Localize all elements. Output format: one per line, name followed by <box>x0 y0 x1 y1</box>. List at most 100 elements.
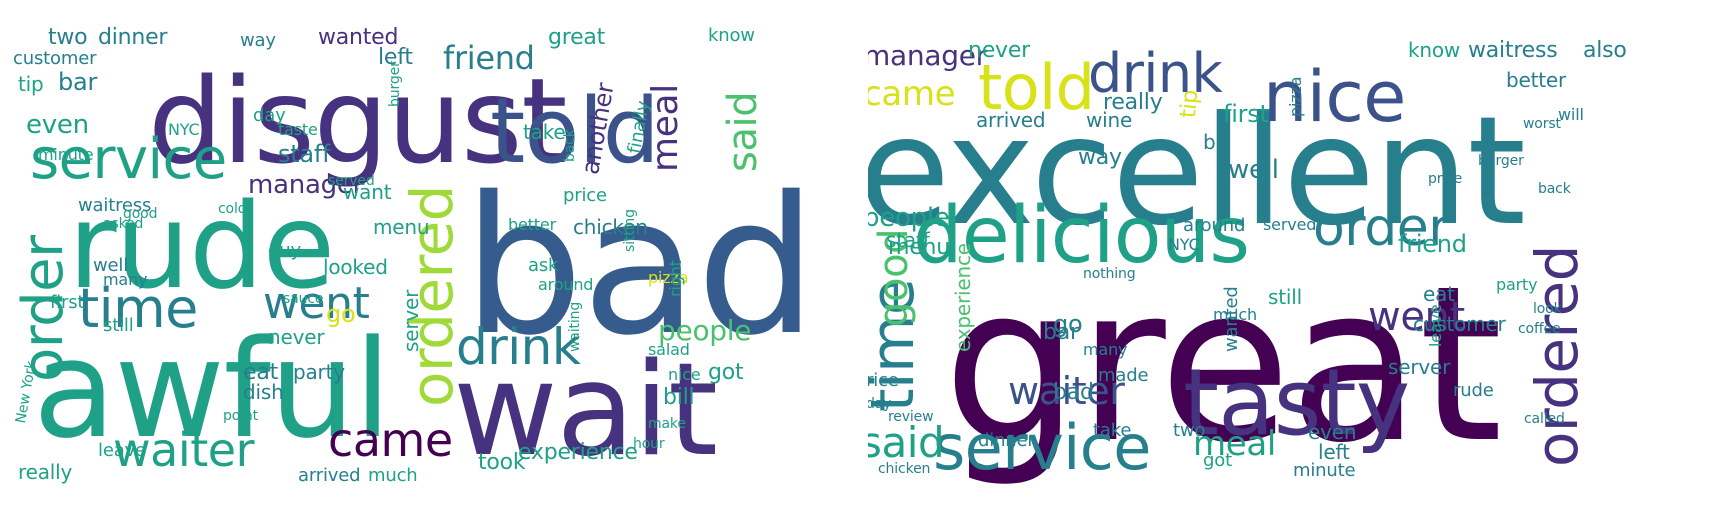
word-customer: customer <box>13 48 97 69</box>
word-made: made <box>1098 365 1149 386</box>
word-party: party <box>293 360 345 384</box>
word-never: never <box>968 38 1030 63</box>
word-great: great <box>943 239 1503 490</box>
word-back: back <box>1538 181 1571 197</box>
word-server: server <box>399 289 423 352</box>
word-price: price <box>1428 171 1463 187</box>
word-awful: awful <box>33 311 391 468</box>
word-waitress: waitress <box>1468 38 1558 63</box>
word-wanted: wanted <box>318 25 399 50</box>
word-drink: drink <box>1088 42 1223 105</box>
word-came: came <box>868 74 956 114</box>
word-minute: minute <box>38 145 94 164</box>
word-time: time <box>78 277 198 340</box>
word-tip: tip <box>1176 88 1204 120</box>
word-arrived: arrived <box>298 465 361 486</box>
word-disgust: disgust <box>148 52 568 190</box>
word-rude: rude <box>68 177 335 315</box>
word-waiter: waiter <box>1008 369 1125 413</box>
word-manager: manager <box>868 39 987 72</box>
word-point: point <box>223 408 259 424</box>
word-said: said <box>720 91 766 172</box>
word-well: well <box>93 255 129 276</box>
word-rude: rude <box>1453 380 1494 401</box>
word-served: served <box>328 173 375 189</box>
word-waiting: waiting <box>567 301 583 352</box>
word-nice: nice <box>668 365 701 384</box>
word-drink: drink <box>456 318 581 376</box>
word-came: came <box>328 413 453 467</box>
word-better: better <box>1506 68 1567 92</box>
word-looked: looked <box>323 255 388 279</box>
word-manager: manager <box>248 170 364 200</box>
word-served: served <box>1263 215 1317 234</box>
word-even: even <box>26 110 89 140</box>
word-salad: salad <box>648 340 690 359</box>
word-better: better <box>508 215 557 234</box>
word-server: server <box>1388 355 1451 379</box>
word-told: told <box>490 79 660 184</box>
word-leave: leave <box>1426 304 1445 347</box>
word-dish: dish <box>243 380 284 404</box>
word-friend: friend <box>443 39 535 77</box>
positive-wordcloud: great excellent delicious tasty service told n… <box>868 22 1673 500</box>
word-eat: eat <box>243 360 278 385</box>
word-price: price <box>563 185 607 206</box>
word-way: way <box>240 30 276 51</box>
word-minute: minute <box>1293 460 1356 481</box>
word-coffee: coffee <box>1518 321 1561 337</box>
word-left: left <box>378 45 413 70</box>
word-dinner: dinner <box>978 430 1035 451</box>
word-also: also <box>1583 38 1627 63</box>
word-bill: bill <box>1203 130 1232 154</box>
word-chicken: chicken <box>573 215 648 239</box>
word-burger: burger <box>387 61 403 107</box>
word-still: still <box>1268 285 1302 309</box>
word-waitress: waitress <box>78 195 152 216</box>
word-go: go <box>1053 310 1083 338</box>
word-nice: nice <box>1263 56 1406 138</box>
word-bad: bad <box>463 156 813 377</box>
word-experience: experience <box>951 243 975 352</box>
word-delicious: delicious <box>913 191 1250 281</box>
word-two: two <box>1173 420 1206 441</box>
word-took: took <box>478 450 526 475</box>
word-order: order <box>1313 198 1450 258</box>
word-bad: bad <box>1053 380 1094 405</box>
word-menu: menu <box>373 215 430 239</box>
word-pizza: pizza <box>1286 76 1305 117</box>
word-tip: tip <box>18 72 44 96</box>
word-really: really <box>1103 90 1163 115</box>
word-ask: ask <box>528 255 559 276</box>
word-arrived: arrived <box>976 108 1046 132</box>
word-rice: rice <box>868 370 899 391</box>
word-staff: staff <box>278 140 331 168</box>
word-eat: eat <box>1423 282 1455 306</box>
word-taste: taste <box>278 120 318 139</box>
word-many: many <box>103 270 148 289</box>
word-go: go <box>326 300 356 328</box>
word-dinner: dinner <box>98 25 168 50</box>
word-burger: burger <box>1478 153 1524 169</box>
word-nyc: NYC <box>1168 235 1200 254</box>
word-day: day <box>868 396 892 412</box>
word-first: first <box>50 292 85 313</box>
word-nyc: NYC <box>168 120 200 139</box>
word-sauce: sauce <box>283 291 324 307</box>
word-wine: wine <box>1086 108 1133 132</box>
word-never: never <box>268 325 325 349</box>
word-nothing: nothing <box>1083 266 1136 282</box>
word-cold: cold <box>218 201 247 217</box>
word-make: make <box>648 416 686 432</box>
word-hour: hour <box>633 436 665 452</box>
word-many: many <box>1083 340 1128 359</box>
word-back: back <box>562 129 578 162</box>
word-much: much <box>368 465 418 486</box>
word-service: service <box>30 127 227 192</box>
word-first: first <box>1223 100 1269 128</box>
word-left: left <box>1318 440 1350 464</box>
word-waiter: waiter <box>113 423 255 477</box>
word-got: got <box>708 360 744 385</box>
word-great: great <box>548 25 606 50</box>
word-went: went <box>263 278 370 329</box>
